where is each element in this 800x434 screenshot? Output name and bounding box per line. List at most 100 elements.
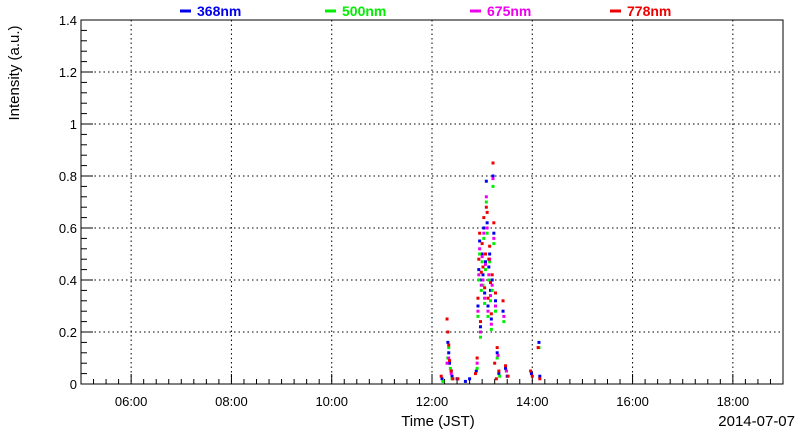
data-point [456,377,460,381]
data-point [476,304,480,308]
data-point [494,309,498,313]
data-point [490,283,494,287]
data-point [475,356,479,360]
data-point [448,361,452,365]
legend-label: 368nm [197,3,241,19]
y-tick-label: 0.8 [59,169,77,184]
data-point [478,335,482,339]
data-point [480,255,484,259]
data-point [479,283,483,287]
data-point [451,377,455,381]
data-point [495,356,499,360]
data-point [490,288,494,292]
data-point [489,327,493,331]
data-point [483,301,487,305]
data-point [497,369,501,373]
data-point [537,340,541,344]
data-point [530,374,534,378]
data-point [445,317,449,321]
data-point [447,356,451,360]
x-axis-label: Time (JST) [401,413,475,430]
data-point [489,317,493,321]
data-point [483,262,487,266]
x-tick-label: 08:00 [215,394,248,409]
data-point [439,374,443,378]
data-point [486,309,490,313]
data-point [492,242,496,246]
x-tick-labels: 06:00 08:00 10:00 12:00 14:00 16:00 18:00 [115,394,749,409]
data-point [529,369,533,373]
data-point [481,278,485,282]
data-point [440,377,444,381]
data-point [483,286,487,290]
data-point [478,247,482,251]
data-point [494,304,498,308]
data-point [474,369,478,373]
x-tick-label: 06:00 [115,394,148,409]
data-point [487,265,491,269]
data-point [504,369,508,373]
data-point [506,374,510,378]
y-tick-label: 1.4 [59,13,77,28]
data-point [447,343,451,347]
data-point [447,346,451,350]
data-point [489,299,492,303]
data-point [489,312,493,316]
legend-label: 500nm [342,3,386,19]
y-tick-label: 0.6 [59,221,77,236]
data-point [485,210,489,214]
data-point [478,325,482,329]
data-point [498,374,502,378]
data-point [483,291,487,295]
data-point [492,231,496,235]
data-point [494,291,498,295]
data-point [478,330,482,334]
data-point [488,244,492,248]
data-point [494,377,498,381]
data-point [484,179,488,183]
data-point [480,242,484,246]
data-point [447,351,451,355]
data-points [439,161,542,383]
data-point [478,239,482,243]
data-point [495,346,499,350]
data-point [529,372,533,376]
data-point [483,268,487,272]
data-point [446,330,450,334]
x-tick-label: 12:00 [416,394,449,409]
data-point [489,288,492,292]
data-point [489,294,492,298]
y-tick-label: 0 [70,377,77,392]
y-tick-label: 1.2 [59,65,77,80]
data-point [482,226,486,230]
data-point [492,221,496,225]
series-368nm [440,174,542,383]
y-axis-label: Intensity (a.u.) [6,25,23,120]
data-point [445,361,449,365]
x-tick-label: 16:00 [616,394,649,409]
data-point [538,377,542,381]
data-point [492,236,496,240]
x-tick-label: 14:00 [516,394,549,409]
data-point [446,340,450,344]
data-point [502,320,506,324]
data-point [504,364,508,368]
date-label: 2014-07-07 [718,413,795,430]
x-tick-label: 10:00 [315,394,348,409]
data-point [483,252,487,256]
data-point [501,299,505,303]
data-point [494,299,498,303]
series-778nm [439,161,542,381]
data-point [468,377,472,381]
data-point [478,320,482,324]
data-point [480,252,484,256]
data-point [449,372,453,376]
data-point [497,372,501,376]
data-point [477,257,481,261]
data-point [483,296,487,300]
data-point [482,236,486,240]
data-point [489,322,493,326]
data-point [484,195,488,199]
data-point [475,361,479,365]
